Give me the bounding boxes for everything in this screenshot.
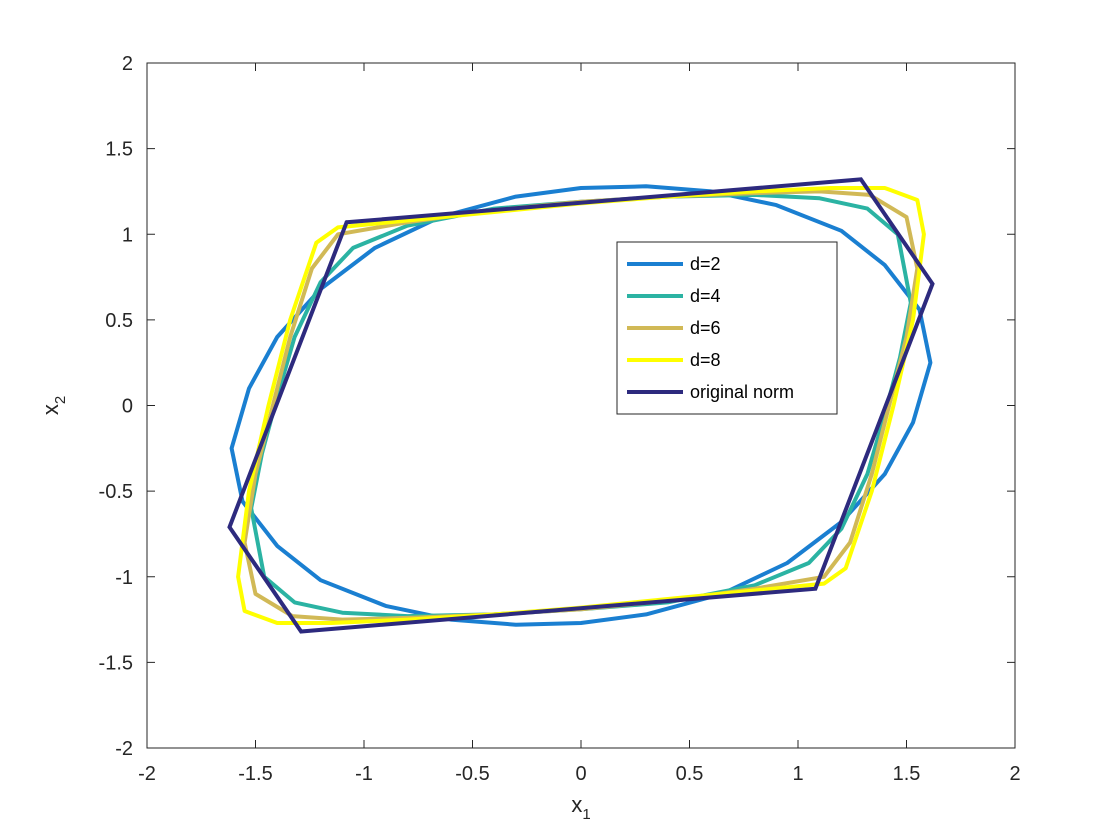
x-tick-label: 0.5: [676, 763, 704, 785]
y-axis-label-sub: 2: [52, 396, 69, 404]
plot-area: [147, 63, 1015, 748]
x-tick-label: 2: [1009, 763, 1020, 785]
y-tick-label: -1.5: [99, 652, 133, 674]
x-tick-label: 0: [575, 763, 586, 785]
x-axis-label-base: x: [571, 792, 582, 817]
x-tick-label: -1: [355, 763, 373, 785]
x-tick-label: 1.5: [893, 763, 921, 785]
y-axis-label: x2: [38, 396, 69, 415]
axis-labels: x1 x2: [38, 396, 591, 823]
legend-label-0: d=2: [690, 254, 721, 274]
y-tick-label: 2: [122, 53, 133, 75]
legend-label-1: d=4: [690, 286, 721, 306]
y-tick-label: 1: [122, 224, 133, 246]
y-tick-label: -1: [115, 567, 133, 589]
y-tick-label: 0.5: [105, 310, 133, 332]
x-axis-label: x1: [571, 792, 590, 823]
legend: d=2 d=4 d=6 d=8 original norm: [616, 241, 838, 415]
legend-label-3: d=8: [690, 350, 721, 370]
y-axis-label-base: x: [38, 404, 63, 415]
ticks-layer: -2 -1.5 -1 -0.5 0 0.5 1 1.5 2 -2 -1.5 -1 -0.5 0 0.5 1 1.…: [99, 53, 1021, 785]
x-axis-label-sub: 1: [582, 806, 590, 823]
y-tick-label: -2: [115, 738, 133, 760]
x-tick-label: -0.5: [455, 763, 489, 785]
legend-label-2: d=6: [690, 318, 721, 338]
x-tick-label: 1: [792, 763, 803, 785]
series-line-0: [229, 184, 933, 627]
y-tick-label: 0: [122, 396, 133, 418]
series-line-4: [227, 177, 935, 634]
x-tick-label: -1.5: [238, 763, 272, 785]
x-tick-label: -2: [138, 763, 156, 785]
series-layer: [227, 177, 935, 634]
legend-label-4: original norm: [690, 382, 794, 402]
y-tick-label: -0.5: [99, 481, 133, 503]
y-tick-label: 1.5: [105, 139, 133, 161]
